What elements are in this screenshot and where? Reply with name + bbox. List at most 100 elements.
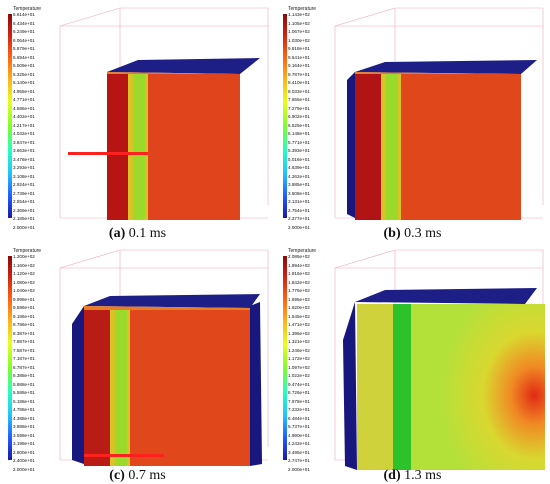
panel-c: Temperature 1.200e+02 1.160e+02 1.120e+02 1… [0,242,275,484]
colorbar-tick: 5.588e+01 [13,390,35,395]
panel-b: Temperature 1.143e+02 1.105e+02 1.067e+02 1… [275,0,550,242]
colorbar-tick: 3.495e+01 [288,449,310,455]
colorbar-tick: 6.434e+01 [13,20,35,26]
cube-left-wall [72,306,84,464]
cube-seam [393,304,413,470]
colorbar-tick: 3.663e+01 [13,148,35,153]
colorbar-tick: 6.787e+01 [13,364,35,370]
colorbar-tick: 2.800e+01 [13,449,35,455]
colorbar-tick: 5.737e+01 [288,424,310,429]
colorbar-tick: 5.325e+01 [13,71,35,77]
panel-time: 1.3 ms [404,468,442,483]
colorbar-tick: 2.754e+01 [288,207,310,213]
colorbar-tick: 1.620e+02 [288,305,310,310]
cube-right-wall [250,302,262,466]
colorbar-tick: 3.108e+01 [13,173,35,179]
colorbar [8,14,12,218]
colorbar-tick: 4.262e+01 [288,173,310,179]
panel-time: 0.3 ms [404,226,442,241]
colorbar-tick: 9.186e+01 [13,313,35,319]
colorbar-tick: 1.695e+02 [288,296,310,302]
legend-title: Temperature [288,6,317,12]
panel-caption: (a) 0.1 ms [0,226,275,242]
colorbar [283,14,287,218]
colorbar-tick: 9.918e+01 [288,46,310,51]
colorbar-tick: 8.726e+01 [288,390,310,395]
colorbar-tick: 6.388e+01 [13,373,35,378]
colorbar-tick: 4.217e+01 [13,122,35,128]
colorbar-tick: 3.847e+01 [13,139,35,145]
colorbar-tick: 1.160e+02 [13,262,35,268]
colorbar-tick: 1.022e+02 [288,373,310,378]
colorbar-tick: 1.471e+02 [288,322,310,327]
colorbar-tick: 8.033e+01 [288,88,310,94]
colorbar-tick: 4.586e+01 [13,105,35,111]
colorbar-tick: 2.000e+01 [288,224,310,230]
colorbar-tick: 4.639e+01 [288,165,310,170]
colorbar-tick: 8.787e+01 [288,71,310,77]
colorbar-tick: 6.148e+01 [288,131,310,136]
panel-letter: (c) [109,468,125,483]
colorbar-tick: 5.694e+01 [13,54,35,60]
colorbar-tick: 1.396e+02 [288,330,310,336]
legend-title: Temperature [288,248,317,254]
colorbar-tick: 6.525e+01 [288,122,310,128]
cube-front-face [411,304,545,470]
colorbar-tick: 1.916e+02 [288,271,310,276]
colorbar-tick: 3.988e+01 [13,424,35,429]
colorbar-tick: 3.198e+01 [13,441,35,446]
colorbar-tick-labels: 2.086e+02 1.994e+02 1.916e+02 1.842e+02 1.77… [288,253,310,474]
colorbar-tick: 7.232e+01 [288,407,310,412]
simulation-render [59,249,269,466]
panel-caption: (d) 1.3 ms [275,468,550,484]
colorbar-tick: 1.994e+02 [288,262,310,268]
colorbar-tick: 3.598e+01 [13,432,35,438]
colorbar-tick: 5.393e+01 [288,148,310,153]
colorbar-tick: 2.924e+01 [13,182,35,187]
colorbar-tick: 2.000e+01 [288,466,310,472]
colorbar-tick: 1.172e+02 [288,356,310,361]
colorbar [8,256,12,460]
cube-top-face [355,288,537,304]
colorbar-tick: 1.040e+02 [13,288,35,293]
colorbar-tick: 2.554e+01 [13,199,35,204]
colorbar-tick: 9.474e+01 [288,381,310,387]
colorbar-tick: 2.086e+02 [288,254,310,259]
colorbar-tick: 1.120e+02 [13,271,35,276]
colorbar-tick: 2.747e+01 [288,458,310,463]
colorbar-tick: 7.978e+01 [288,398,310,404]
panel-time: 0.1 ms [128,226,167,241]
colorbar-tick-labels: 6.614e+01 6.434e+01 6.249e+01 6.064e+01 5.87… [13,11,35,232]
cube-top-face [355,60,537,74]
colorbar-tick: 6.484e+01 [288,415,310,421]
colorbar-tick: 8.410e+01 [288,80,310,85]
colorbar-tick: 1.105e+02 [288,20,310,26]
colorbar-tick: 1.246e+02 [288,347,310,353]
colorbar-tick: 6.614e+01 [13,12,35,17]
colorbar-tick: 2.185e+01 [13,216,35,221]
colorbar-tick: 4.788e+01 [13,407,35,412]
legend-title: Temperature [13,248,42,254]
colorbar-tick: 9.596e+01 [13,305,35,310]
colorbar-tick: 5.140e+01 [13,80,35,85]
panel-a: Temperature 6.614e+01 6.434e+01 6.249e+01 6… [0,0,275,242]
colorbar-tick-labels: 1.143e+02 1.105e+02 1.067e+02 1.030e+02 9.91… [288,11,310,232]
colorbar-tick: 8.786e+01 [13,322,35,327]
colorbar-tick: 3.131e+01 [288,199,310,204]
colorbar-tick: 1.143e+02 [288,12,310,17]
legend-title: Temperature [13,6,42,12]
panel-letter: (b) [383,226,401,241]
colorbar-tick: 1.067e+02 [288,29,310,34]
colorbar-tick: 1.321e+02 [288,339,310,344]
colorbar-tick: 3.293e+01 [13,165,35,170]
colorbar-tick: 5.016e+01 [288,156,310,162]
simulation-render [334,249,545,470]
colorbar-tick: 7.656e+01 [288,97,310,102]
colorbar-tick: 2.400e+01 [13,458,35,463]
colorbar-tick: 4.388e+01 [13,415,35,421]
colorbar-tick: 7.587e+01 [13,347,35,353]
colorbar-tick: 1.842e+02 [288,279,310,285]
panel-caption: (b) 0.3 ms [275,226,550,242]
colorbar-tick: 2.369e+01 [13,207,35,213]
panel-letter: (a) [108,226,126,241]
